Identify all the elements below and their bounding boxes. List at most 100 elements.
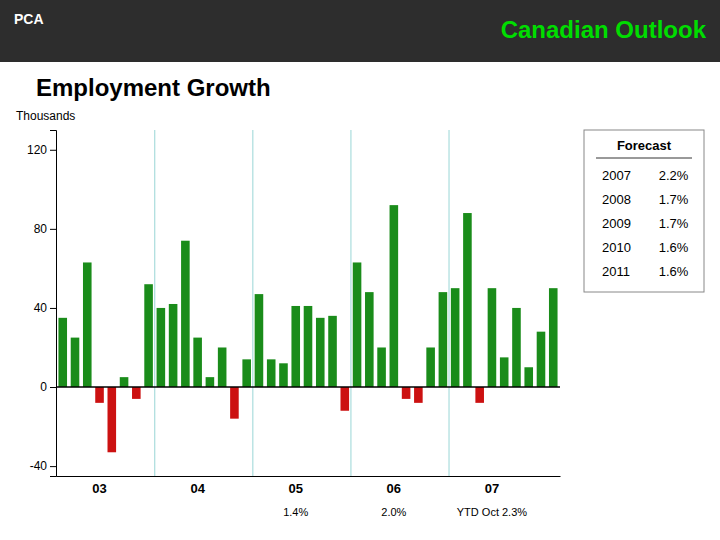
x-tick-label: 04 xyxy=(190,481,205,496)
x-tick: 06 xyxy=(387,476,401,496)
bar xyxy=(475,387,484,403)
forecast-title: Forecast xyxy=(617,138,672,153)
header: Canadian Outlook xyxy=(501,16,707,43)
forecast-year: 2011 xyxy=(602,264,630,279)
bar xyxy=(377,347,386,387)
logo: PCA xyxy=(14,11,44,27)
bar xyxy=(230,387,239,419)
bar xyxy=(242,359,251,387)
forecast-value: 1.7% xyxy=(659,192,689,207)
forecast-year: 2007 xyxy=(602,168,631,183)
x-tick: 05 xyxy=(289,476,303,496)
bar xyxy=(291,306,300,387)
y-tick-label: 0 xyxy=(40,380,47,394)
group-dividers xyxy=(155,130,449,476)
bar xyxy=(144,284,153,387)
y-tick: 80 xyxy=(34,222,56,236)
bar xyxy=(463,213,472,387)
y-tick-label: 80 xyxy=(34,222,48,236)
group-divider xyxy=(252,130,253,476)
bar xyxy=(451,288,460,387)
y-axis: -40 0 40 80 120 xyxy=(27,131,57,477)
forecast-value: 1.7% xyxy=(659,216,689,231)
bar xyxy=(255,294,264,387)
bar xyxy=(267,359,276,387)
group-divider xyxy=(350,130,351,476)
bar xyxy=(414,387,423,403)
x-tick: 04 xyxy=(190,476,205,496)
bar xyxy=(95,387,104,403)
bar xyxy=(58,318,67,387)
bar xyxy=(71,338,80,387)
bar xyxy=(120,377,129,387)
x-axis: 03 04 05 06 07 xyxy=(57,476,561,496)
y-tick-mark xyxy=(50,308,56,309)
y-tick-mark xyxy=(50,150,56,151)
chart: PCA Canadian Outlook Employment Growth Thou… xyxy=(0,0,720,540)
bar xyxy=(218,347,227,387)
bars xyxy=(58,205,557,452)
y-axis-line xyxy=(50,131,57,477)
y-tick-label: -40 xyxy=(30,459,48,473)
x-tick-label: 07 xyxy=(485,481,499,496)
bar xyxy=(193,338,202,387)
y-tick-mark xyxy=(50,229,56,230)
bar xyxy=(488,288,497,387)
bar xyxy=(304,306,313,387)
y-tick-label: 120 xyxy=(27,143,47,157)
forecast-value: 2.2% xyxy=(659,168,689,183)
bar xyxy=(83,262,92,387)
bar xyxy=(500,357,509,387)
forecast-box xyxy=(584,130,704,292)
bar xyxy=(169,304,178,387)
forecast-value: 1.6% xyxy=(659,240,689,255)
bar xyxy=(402,387,411,399)
x-tick: 07 xyxy=(485,476,499,496)
y-tick-mark xyxy=(50,466,56,467)
y-axis-label: Thousands xyxy=(16,109,75,123)
y-tick: -40 xyxy=(30,459,56,473)
x-tick-label: 06 xyxy=(387,481,401,496)
group-note: YTD Oct 2.3% xyxy=(457,506,528,518)
zero-line xyxy=(56,386,560,388)
bar xyxy=(157,308,166,387)
bar xyxy=(181,241,190,387)
group-note: 2.0% xyxy=(381,506,406,518)
header-bar xyxy=(0,0,720,62)
bar xyxy=(524,367,533,387)
forecast-table: Forecast 2007 2.2% 2008 1.7% 2009 1.7% 2010 1.6%… xyxy=(584,130,704,292)
forecast-year: 2009 xyxy=(602,216,631,231)
bar xyxy=(132,387,141,399)
plot: Thousands -40 0 40 80 120 03 04 05 06 07 1.4% 2.0% YT… xyxy=(16,109,561,518)
x-tick-label: 05 xyxy=(289,481,303,496)
x-axis-line xyxy=(57,476,561,477)
forecast-value: 1.6% xyxy=(659,264,689,279)
bar xyxy=(512,308,521,387)
forecast-rule xyxy=(596,158,692,159)
bar xyxy=(328,316,337,387)
bar xyxy=(365,292,374,387)
bar xyxy=(549,288,558,387)
forecast-year: 2008 xyxy=(602,192,631,207)
group-divider xyxy=(448,130,449,476)
bar xyxy=(537,332,546,387)
x-tick: 03 xyxy=(92,476,106,496)
bar xyxy=(439,292,448,387)
bar xyxy=(426,347,435,387)
group-note: 1.4% xyxy=(283,506,308,518)
bar xyxy=(316,318,325,387)
y-tick-label: 40 xyxy=(34,301,48,315)
bar xyxy=(108,387,117,452)
bar xyxy=(353,262,362,387)
group-divider xyxy=(154,130,155,476)
x-tick-label: 03 xyxy=(92,481,106,496)
bar xyxy=(390,205,399,387)
y-tick: 0 xyxy=(40,380,56,394)
title: Employment Growth xyxy=(36,74,271,101)
bar xyxy=(340,387,349,411)
bar xyxy=(279,363,288,387)
y-tick-mark xyxy=(50,387,56,388)
y-tick: 120 xyxy=(27,143,56,157)
forecast-year: 2010 xyxy=(602,240,631,255)
bar xyxy=(206,377,215,387)
